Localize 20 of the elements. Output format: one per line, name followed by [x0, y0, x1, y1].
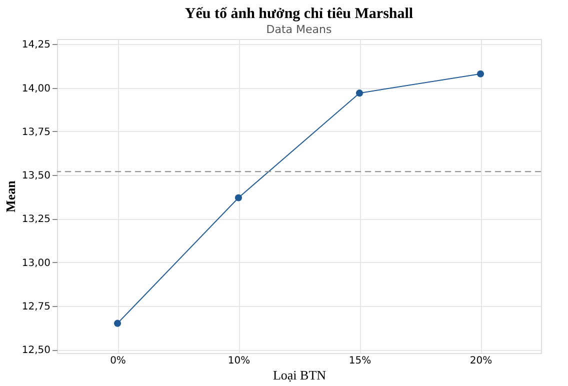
y-tick-label: 14,25	[22, 40, 50, 51]
x-tick-label: 10%	[228, 356, 250, 366]
point	[476, 70, 484, 78]
x-tick-label: 15%	[348, 356, 372, 366]
x-tick-label: 20%	[470, 356, 492, 366]
y-tick-label: 13,25	[22, 214, 50, 226]
y-tick-label: 13,00	[22, 258, 50, 269]
y-tick-label: 13,75	[22, 126, 50, 138]
x-axis-title: Loại BTN	[272, 368, 327, 382]
point	[356, 90, 364, 97]
y-tick-label: 14,00	[22, 83, 50, 94]
chart-subtitle: Data Means	[266, 23, 332, 36]
chart-title: Yếu tố ảnh hưởng chỉ tiêu Marshall	[184, 6, 414, 22]
point	[234, 194, 242, 202]
y-tick-label: 12,75	[22, 301, 50, 312]
x-tick-label: 0%	[110, 356, 126, 366]
point	[114, 320, 122, 327]
y-tick-label: 12,50	[22, 345, 50, 356]
y-tick-label: 13,50	[22, 170, 50, 182]
y-axis-title: Mean	[2, 180, 18, 212]
